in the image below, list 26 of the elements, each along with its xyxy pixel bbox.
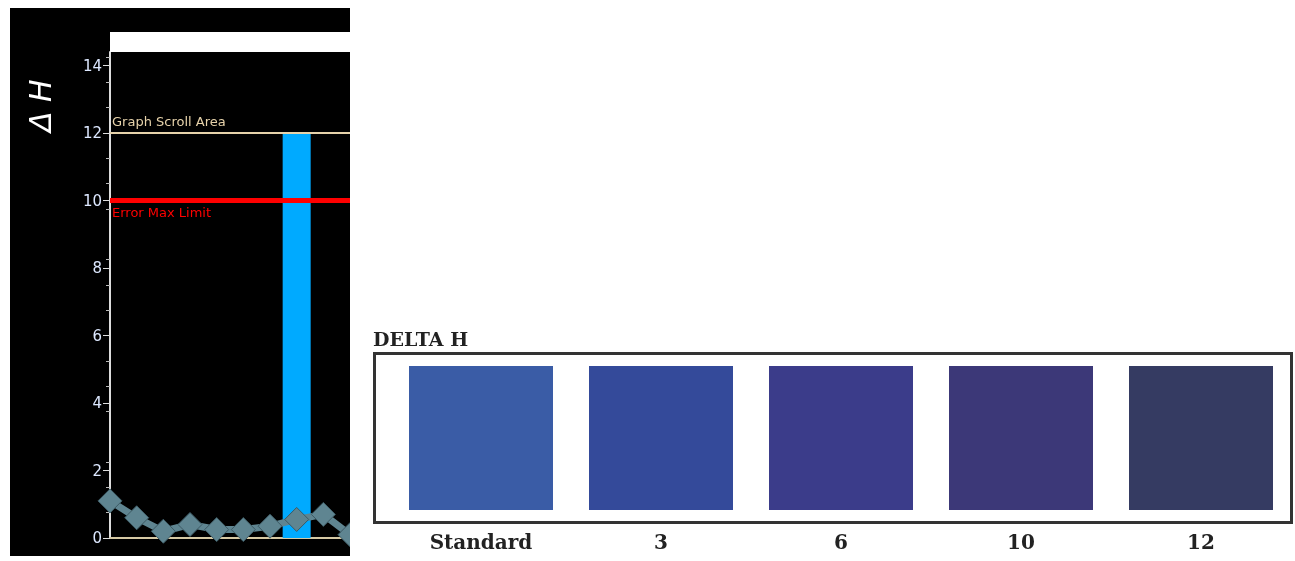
category-label: 6	[833, 530, 849, 554]
y-tick-label: 0	[92, 529, 102, 547]
y-tick-label: 6	[92, 326, 102, 345]
point	[97, 488, 123, 514]
y-tick-label: 12	[82, 124, 102, 142]
y-tick-label: 8	[92, 259, 102, 277]
text: DELTA H	[373, 328, 469, 350]
ref-line-label: Error Max Limit	[112, 204, 212, 220]
category-label: 3	[653, 530, 669, 554]
point	[257, 513, 283, 539]
point	[310, 501, 336, 527]
point	[150, 518, 176, 544]
point	[204, 517, 230, 543]
y-tick-label: 4	[92, 394, 102, 412]
y-tick-label: 14	[82, 56, 102, 75]
point	[124, 505, 150, 531]
y-tick-label: 2	[92, 461, 102, 480]
point	[284, 506, 310, 532]
y-tick-label: 10	[82, 191, 102, 210]
category-label: Standard	[428, 530, 534, 554]
point	[230, 517, 256, 543]
category-label: 10	[1006, 530, 1036, 554]
category-label: 12	[1186, 530, 1216, 554]
ref-line-label: Graph Scroll Area	[112, 114, 226, 129]
point	[177, 512, 203, 537]
y-axis-title: Δ H	[22, 79, 58, 134]
